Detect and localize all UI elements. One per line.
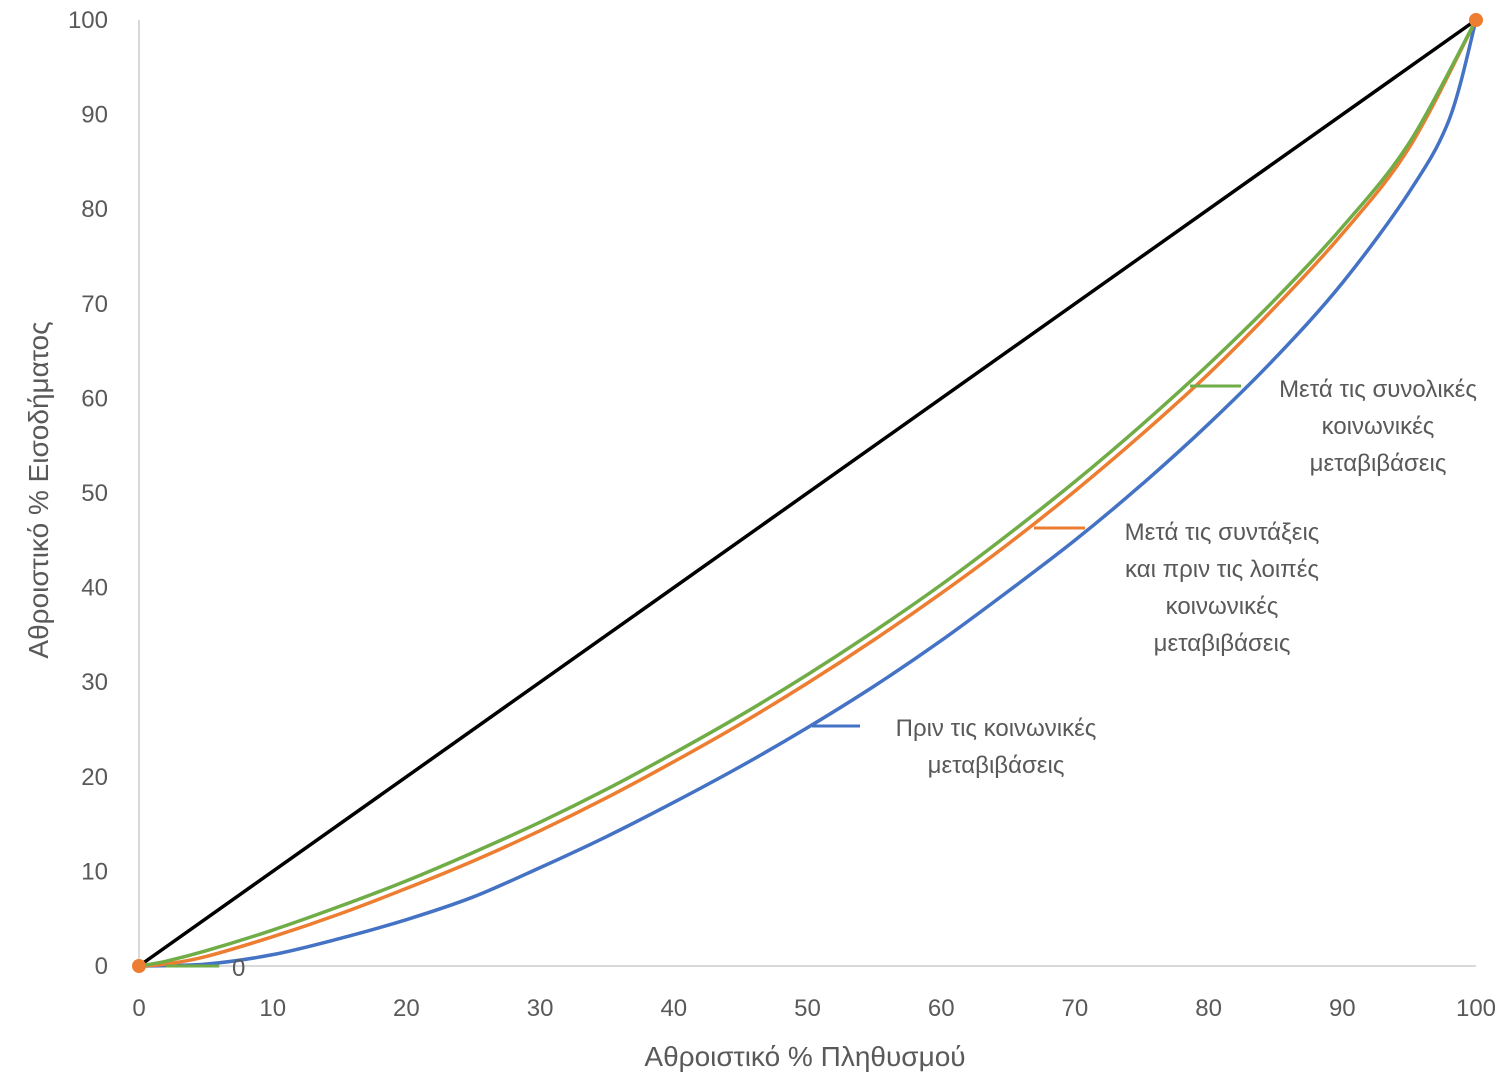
annotation-text-after_all: Μετά τις συνολικές [1279,376,1477,403]
x-tick-label: 90 [1329,995,1356,1022]
y-tick-label: 0 [95,953,108,980]
annotation-text-after_pensions: Μετά τις συντάξεις [1125,519,1320,546]
x-tick-label: 10 [259,995,286,1022]
annotations: Πριν τις κοινωνικές μεταβιβάσεις Μετά τις … [165,376,1477,982]
annotation-text-before: Πριν τις κοινωνικές [896,715,1097,742]
annotation-text-before: μεταβιβάσεις [928,752,1065,779]
y-tick-label: 10 [81,858,108,885]
y-tick-label: 50 [81,480,108,507]
x-tick-label: 0 [132,995,145,1022]
y-tick-label: 100 [68,7,108,34]
y-tick-label: 30 [81,669,108,696]
series-line-equality [137,18,1478,968]
series-line-after_pensions [137,18,1478,968]
y-tick-label: 70 [81,291,108,318]
annotation-text-after_all: μεταβιβάσεις [1310,450,1447,477]
endpoint-marker [1469,13,1483,27]
y-tick-label: 90 [81,102,108,129]
x-tick-label: 30 [527,995,554,1022]
x-axis-title: Αθροιστικό % Πληθυσμού [644,1041,965,1072]
x-tick-label: 40 [660,995,687,1022]
x-tick-label: 100 [1456,995,1496,1022]
endpoint-markers [132,13,1483,973]
annotation-text-after_pensions: μεταβιβάσεις [1154,630,1291,657]
x-tick-label: 70 [1062,995,1089,1022]
series-line-before [137,18,1478,968]
y-tick-label: 80 [81,196,108,223]
y-tick-label: 20 [81,764,108,791]
axes: 0 10 20 30 40 50 60 70 80 90 100 0 10 20 30 40 50 60 70 80 9… [68,7,1496,1022]
x-tick-label: 80 [1195,995,1222,1022]
annotation-text-after_pensions: και πριν τις λοιπές [1125,556,1319,583]
y-tick-label: 40 [81,575,108,602]
zero-data-label: 0 [232,955,245,982]
y-axis-title: Αθροιστικό % Εισοδήματος [23,321,54,658]
series-lines [137,18,1478,968]
x-tick-label: 50 [794,995,821,1022]
y-tick-label: 60 [81,385,108,412]
series-line-after_all [137,18,1478,968]
annotation-text-after_pensions: κοινωνικές [1166,593,1279,620]
x-tick-label: 60 [928,995,955,1022]
annotation-text-after_all: κοινωνικές [1322,413,1435,440]
x-tick-label: 20 [393,995,420,1022]
endpoint-marker [132,959,146,973]
